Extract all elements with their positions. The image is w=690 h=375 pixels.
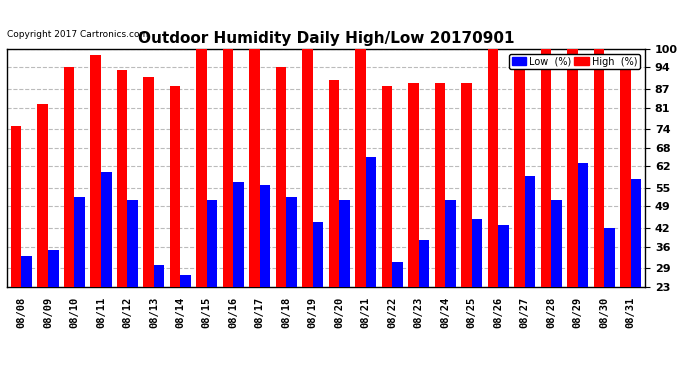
Bar: [260, 185, 270, 287]
Bar: [90, 55, 101, 287]
Bar: [207, 200, 217, 287]
Bar: [180, 274, 191, 287]
Bar: [64, 67, 75, 287]
Bar: [339, 200, 350, 287]
Bar: [355, 49, 366, 287]
Bar: [75, 197, 85, 287]
Bar: [408, 83, 419, 287]
Bar: [514, 67, 524, 287]
Text: Copyright 2017 Cartronics.com: Copyright 2017 Cartronics.com: [7, 30, 148, 39]
Bar: [578, 163, 588, 287]
Bar: [524, 176, 535, 287]
Bar: [21, 256, 32, 287]
Bar: [144, 76, 154, 287]
Bar: [233, 182, 244, 287]
Bar: [286, 197, 297, 287]
Bar: [313, 222, 324, 287]
Bar: [128, 200, 138, 287]
Bar: [154, 265, 164, 287]
Bar: [117, 70, 128, 287]
Bar: [498, 225, 509, 287]
Bar: [328, 80, 339, 287]
Bar: [302, 49, 313, 287]
Bar: [593, 49, 604, 287]
Bar: [567, 49, 578, 287]
Bar: [382, 86, 392, 287]
Bar: [48, 250, 59, 287]
Bar: [196, 49, 207, 287]
Bar: [11, 126, 21, 287]
Bar: [276, 67, 286, 287]
Bar: [620, 67, 631, 287]
Legend: Low  (%), High  (%): Low (%), High (%): [509, 54, 640, 69]
Bar: [472, 219, 482, 287]
Bar: [249, 49, 260, 287]
Bar: [366, 157, 376, 287]
Bar: [461, 83, 472, 287]
Bar: [551, 200, 562, 287]
Bar: [419, 240, 429, 287]
Bar: [37, 104, 48, 287]
Bar: [223, 49, 233, 287]
Title: Outdoor Humidity Daily High/Low 20170901: Outdoor Humidity Daily High/Low 20170901: [138, 31, 514, 46]
Bar: [445, 200, 456, 287]
Bar: [488, 49, 498, 287]
Bar: [170, 86, 180, 287]
Bar: [631, 178, 641, 287]
Bar: [604, 228, 615, 287]
Bar: [435, 83, 445, 287]
Bar: [540, 49, 551, 287]
Bar: [392, 262, 403, 287]
Bar: [101, 172, 112, 287]
